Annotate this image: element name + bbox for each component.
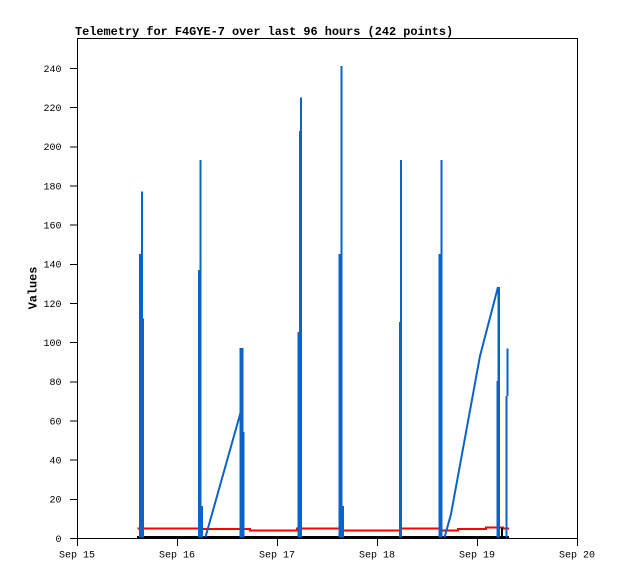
svg-text:140: 140 [43, 261, 61, 272]
svg-text:0: 0 [55, 535, 61, 546]
svg-text:40: 40 [49, 457, 61, 468]
svg-text:Sep 18: Sep 18 [359, 551, 395, 562]
svg-text:240: 240 [43, 65, 61, 76]
svg-text:Sep 16: Sep 16 [159, 551, 195, 562]
svg-text:160: 160 [43, 222, 61, 233]
svg-text:Sep 15: Sep 15 [59, 551, 95, 562]
svg-text:220: 220 [43, 104, 61, 115]
svg-text:180: 180 [43, 182, 61, 193]
svg-text:Sep 20: Sep 20 [559, 551, 595, 562]
svg-text:Sep 17: Sep 17 [259, 551, 295, 562]
svg-text:Telemetry for F4GYE-7 over las: Telemetry for F4GYE-7 over last 96 hours… [75, 25, 453, 39]
svg-text:200: 200 [43, 143, 61, 154]
svg-text:80: 80 [49, 378, 61, 389]
svg-text:120: 120 [43, 300, 61, 311]
svg-text:Values: Values [27, 267, 41, 310]
svg-text:100: 100 [43, 339, 61, 350]
svg-text:20: 20 [49, 496, 61, 507]
svg-text:60: 60 [49, 417, 61, 428]
svg-text:Sep 19: Sep 19 [459, 551, 495, 562]
